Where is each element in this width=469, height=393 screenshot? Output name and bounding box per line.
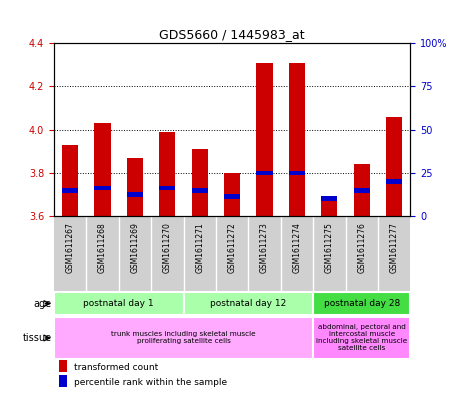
Text: GSM1611270: GSM1611270 [163,222,172,273]
Bar [59,360,67,372]
Bar [224,173,240,216]
Text: GSM1611271: GSM1611271 [195,222,204,273]
Bar [321,196,338,201]
Title: GDS5660 / 1445983_at: GDS5660 / 1445983_at [159,28,305,40]
Bar [354,188,370,193]
Bar [127,192,143,197]
Bar [59,375,67,387]
Bar [54,292,183,315]
Text: transformed count: transformed count [74,364,159,372]
Bar [224,194,240,199]
Bar [289,63,305,216]
Text: trunk muscles including skeletal muscle
proliferating satellite cells: trunk muscles including skeletal muscle … [111,331,256,345]
Text: postnatal day 1: postnatal day 1 [83,299,154,308]
Bar [192,188,208,193]
Text: percentile rank within the sample: percentile rank within the sample [74,378,227,387]
Bar [62,188,78,193]
Bar [159,185,175,191]
Bar [62,145,78,216]
Bar [183,292,313,315]
Bar [313,317,410,359]
Bar [257,63,272,216]
Bar [192,149,208,216]
Text: abdominal, pectoral and
intercostal muscle
including skeletal muscle
satellite c: abdominal, pectoral and intercostal musc… [316,325,408,351]
Bar [257,171,272,175]
Bar [159,132,175,216]
Text: GSM1611267: GSM1611267 [66,222,75,273]
Text: GSM1611268: GSM1611268 [98,222,107,273]
Text: age: age [33,299,52,309]
Text: postnatal day 28: postnatal day 28 [324,299,400,308]
Bar [94,123,111,216]
Text: GSM1611273: GSM1611273 [260,222,269,273]
Text: GSM1611275: GSM1611275 [325,222,334,273]
Bar [321,199,338,216]
Bar [94,185,111,191]
Bar [354,164,370,216]
Bar [54,317,313,359]
Bar [386,117,402,216]
Bar [289,171,305,175]
Text: postnatal day 12: postnatal day 12 [210,299,287,308]
Bar [127,158,143,216]
Text: GSM1611274: GSM1611274 [293,222,302,273]
Text: GSM1611269: GSM1611269 [130,222,139,273]
Text: GSM1611272: GSM1611272 [227,222,237,273]
Bar [313,292,410,315]
Text: tissue: tissue [23,333,52,343]
Text: GSM1611276: GSM1611276 [357,222,366,273]
Text: GSM1611277: GSM1611277 [390,222,399,273]
Bar [386,179,402,184]
